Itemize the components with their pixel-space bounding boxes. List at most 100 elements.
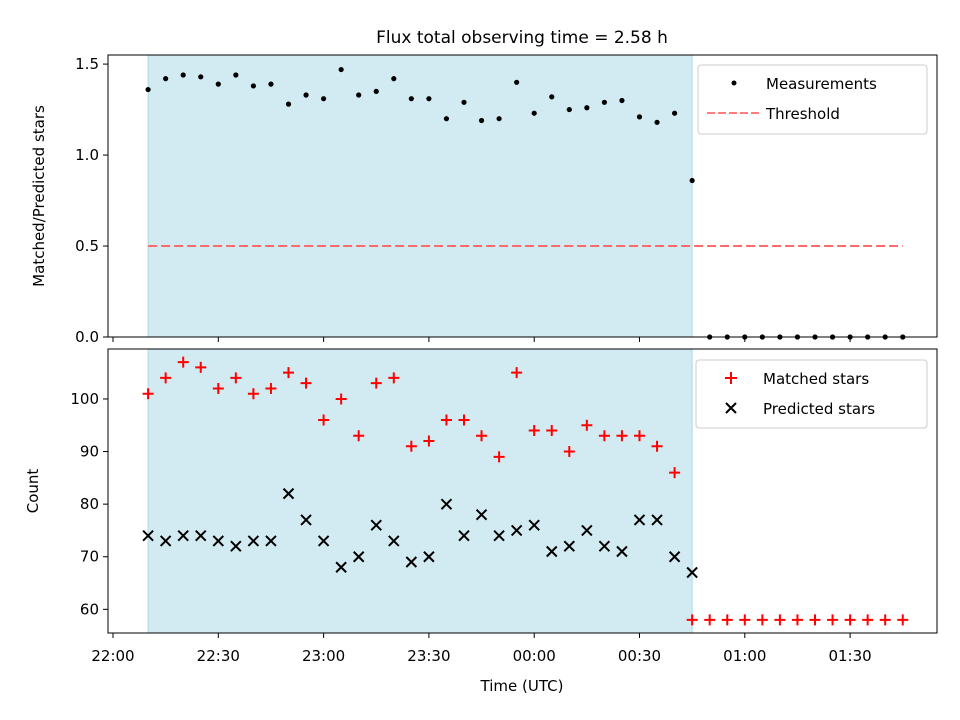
matched-point: [142, 388, 154, 400]
y-tick-label: 0.0: [75, 328, 99, 346]
predicted-point: [177, 529, 189, 542]
measurement-point: [584, 105, 590, 111]
predicted-point: [668, 551, 681, 563]
ratio-axes-frame: [107, 54, 938, 338]
measurement-point: [233, 72, 239, 78]
legend-matched-label: Matched stars: [763, 370, 869, 388]
matched-point: [721, 614, 733, 626]
predicted-point: [212, 535, 225, 547]
predicted-point: [265, 535, 277, 547]
measurement-point: [601, 99, 608, 105]
predicted-point: [247, 535, 260, 547]
matched-point: [756, 614, 768, 626]
count-panel: 60 70 80 90 100 22:00 22:30 23:00 23:30 00:00 00:…: [24, 348, 938, 695]
predicted-point: [440, 498, 453, 510]
matched-point: [791, 614, 803, 626]
predicted-point: [352, 551, 365, 563]
predicted-point: [388, 535, 400, 547]
y-tick-label: 70: [80, 548, 99, 566]
matched-point: [528, 425, 540, 437]
predicted-point: [458, 529, 470, 542]
predicted-point: [546, 545, 558, 558]
predicted-point: [563, 540, 576, 552]
matched-point: [809, 614, 821, 626]
matched-point: [370, 377, 382, 389]
measurement-point: [461, 99, 467, 105]
ratio-panel: 0.0 0.5 1.0 1.5 Matched/Predicted stars Mea…: [30, 54, 938, 346]
matched-point: [669, 467, 681, 479]
legend-measurements-marker: [731, 80, 737, 86]
measurement-point: [566, 106, 572, 113]
predicted-point: [335, 561, 347, 573]
measurement-point: [268, 81, 274, 87]
matched-point: [844, 614, 856, 626]
x-tick-label: 01:00: [723, 647, 766, 665]
measurement-point: [672, 110, 678, 116]
measurement-point: [478, 117, 485, 124]
measurement-point: [250, 83, 256, 89]
matched-point: [704, 614, 716, 626]
measurement-point: [303, 92, 309, 98]
measurement-point: [356, 92, 362, 98]
measurement-point: [408, 96, 414, 102]
measurement-point: [443, 116, 450, 122]
matched-point: [318, 414, 330, 426]
x-tick-label: 22:00: [91, 647, 134, 665]
ratio-legend-box: [697, 64, 928, 135]
matched-point: [581, 419, 593, 431]
legend-measurements-label: Measurements: [766, 75, 877, 93]
predicted-point: [528, 519, 540, 531]
predicted-point: [633, 514, 646, 526]
x-tick-label: 23:00: [302, 647, 345, 665]
measurement-point: [321, 96, 327, 102]
y-tick-label: 60: [80, 600, 99, 618]
count-y-axis-label: Count: [24, 469, 42, 514]
x-tick-label: 23:30: [407, 647, 450, 665]
matched-point: [388, 372, 400, 384]
matched-point: [440, 414, 452, 426]
y-tick-label: 0.5: [75, 237, 99, 255]
x-tick-label: 00:30: [618, 647, 661, 665]
matched-point: [423, 435, 435, 447]
measurement-point: [391, 76, 397, 82]
count-axes-frame: [107, 348, 938, 634]
predicted-point: [493, 529, 505, 542]
predicted-point: [405, 556, 418, 568]
matched-point: [195, 361, 207, 373]
matched-point: [353, 430, 365, 442]
matched-point: [774, 614, 786, 626]
predicted-point: [370, 519, 382, 531]
matched-point: [493, 451, 505, 463]
matched-point: [247, 388, 259, 400]
y-tick-label: 1.0: [75, 146, 99, 164]
predicted-point: [159, 535, 172, 547]
predicted-point: [475, 508, 488, 521]
measurement-point: [163, 76, 169, 82]
matched-point: [616, 430, 628, 442]
ratio-shaded-span: [147, 54, 693, 338]
matched-point: [546, 425, 558, 437]
predicted-point: [616, 545, 628, 558]
matched-point: [651, 440, 663, 452]
predicted-point: [510, 524, 523, 537]
measurement-point: [180, 72, 186, 78]
matched-point: [879, 614, 891, 626]
matched-point: [160, 372, 172, 384]
measurement-point: [373, 88, 379, 94]
y-tick-label: 80: [80, 495, 99, 513]
y-tick-label: 1.5: [75, 55, 99, 73]
predicted-point: [651, 514, 663, 526]
count-shaded-span: [147, 348, 693, 634]
measurement-point: [198, 74, 204, 80]
y-tick-label: 90: [80, 443, 99, 461]
matched-point: [827, 614, 839, 626]
matched-point: [458, 414, 470, 426]
matched-point: [230, 372, 242, 384]
ratio-legend: Measurements Threshold: [697, 64, 928, 135]
measurement-point: [338, 66, 344, 73]
measurement-point: [549, 94, 555, 100]
legend-threshold-label: Threshold: [765, 105, 840, 123]
matched-point: [476, 430, 488, 442]
predicted-point: [317, 535, 330, 547]
matched-point: [563, 446, 575, 458]
